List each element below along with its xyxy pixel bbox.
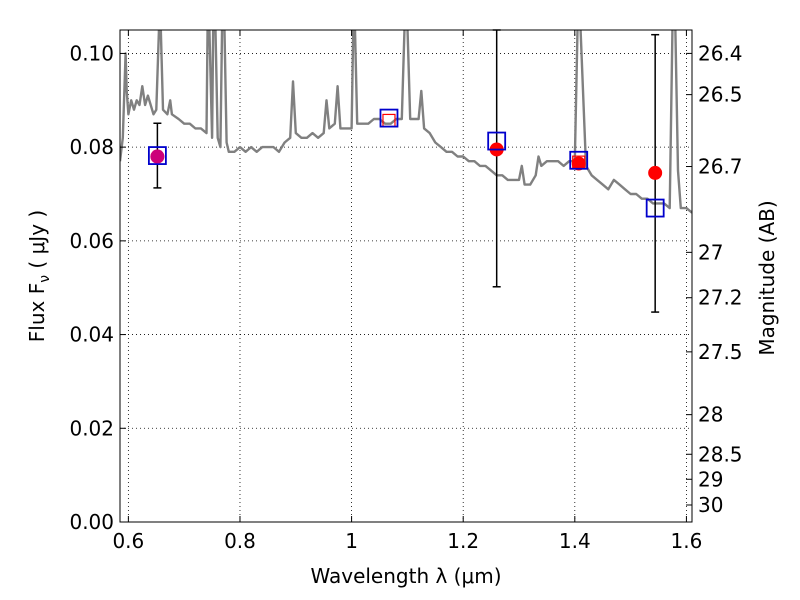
- y-tick-label: 0.08: [69, 135, 114, 159]
- y-tick-label: 0.04: [69, 323, 114, 347]
- y-tick-label: 0.00: [69, 510, 114, 534]
- overlap-point: [150, 149, 165, 164]
- mag-tick-label: 27: [698, 240, 723, 264]
- mag-tick-label: 27.5: [698, 340, 743, 364]
- x-tick-label: 0.6: [112, 529, 144, 553]
- model-spectrum-line: [120, 30, 692, 214]
- mag-tick-label: 28.5: [698, 442, 743, 466]
- x-axis-label: Wavelength λ (μm): [310, 564, 501, 588]
- x-tick-label: 1.6: [671, 529, 703, 553]
- axis-ticks: 0.6 0.8 1 1.2 1.4 1.6 0.00 0.02 0.04 0.06 0.08 0.10…: [69, 30, 743, 553]
- mag-tick-label: 26.7: [698, 155, 743, 179]
- observed-point: [571, 156, 586, 171]
- y-tick-label: 0.10: [69, 41, 114, 65]
- mag-tick-label: 27.2: [698, 286, 743, 310]
- observed-point: [648, 165, 663, 180]
- y-axis-label-left: Flux Fν ( μJy ): [25, 210, 53, 342]
- model-square-blue: [487, 131, 507, 151]
- y-tick-label: 0.02: [69, 416, 114, 440]
- y-axis-label-unit: ( μJy ): [25, 210, 49, 275]
- mag-tick-label: 26.4: [698, 41, 743, 65]
- plot-frame: [119, 29, 693, 523]
- mag-tick-label: 26.5: [698, 83, 743, 107]
- x-tick-label: 1.4: [559, 529, 591, 553]
- y-axis-label-subscript: ν: [37, 275, 53, 283]
- y-tick-label: 0.06: [69, 229, 114, 253]
- x-tick-label: 1.2: [447, 529, 479, 553]
- model-square-blue: [645, 198, 665, 218]
- mag-tick-label: 28: [698, 403, 723, 427]
- model-square-blue: [147, 146, 167, 165]
- x-tick-label: 1: [345, 529, 358, 553]
- y-axis-label-text: Flux F: [25, 283, 49, 342]
- model-spectrum: [120, 30, 692, 214]
- data-points: [147, 108, 665, 218]
- mag-tick-label: 29: [698, 467, 723, 491]
- y-axis-label-right: Magnitude (AB): [755, 200, 779, 355]
- model-square-blue: [569, 150, 589, 170]
- model-square-blue: [379, 108, 399, 128]
- x-tick-label: 0.8: [224, 529, 256, 553]
- mag-tick-label: 30: [698, 493, 723, 517]
